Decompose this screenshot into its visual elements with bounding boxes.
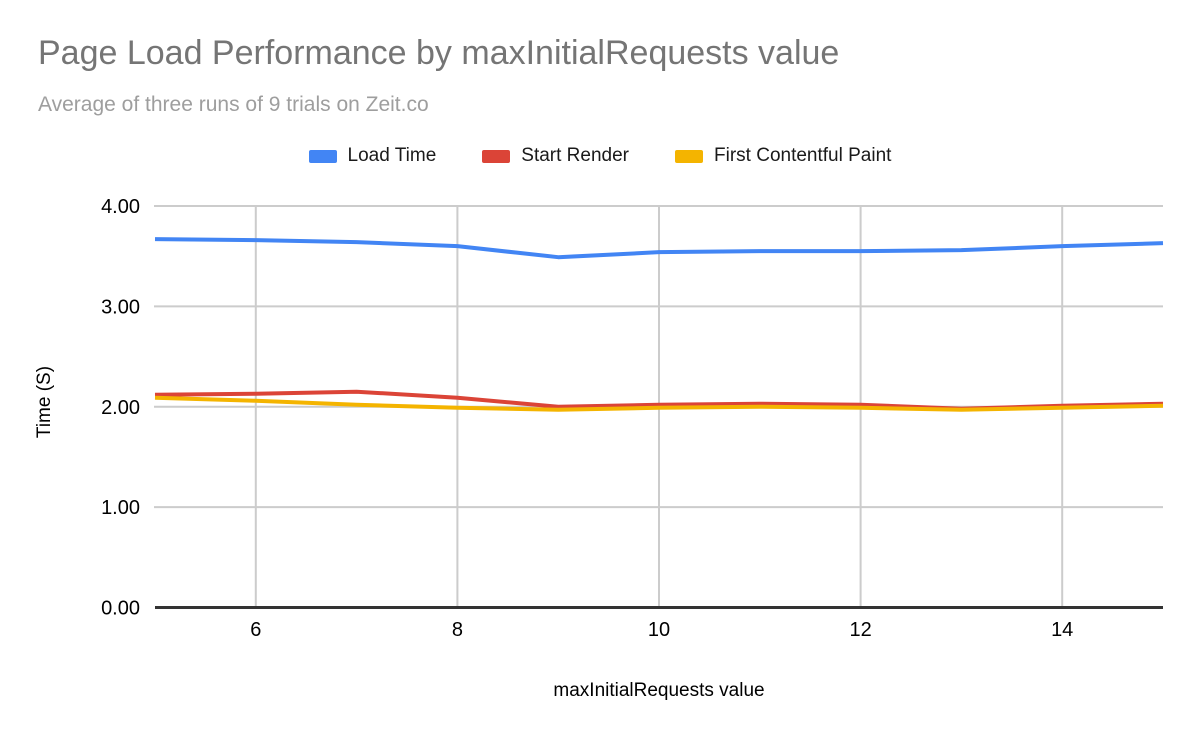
legend-label-start-render: Start Render (521, 145, 630, 166)
y-tick-label-2.00: 2.00 (101, 397, 140, 419)
y-tick-label-3.00: 3.00 (101, 296, 140, 318)
x-tick-label-10: 10 (648, 619, 670, 641)
legend-label-load-time: Load Time (347, 145, 437, 166)
legend: Load Time Start Render First Contentful … (0, 144, 1200, 168)
legend-item-load-time: Load Time (308, 144, 437, 168)
chart-subtitle: Average of three runs of 9 trials on Zei… (38, 93, 429, 116)
x-axis-title: maxInitialRequests value (553, 680, 765, 701)
legend-swatch-first-contentful-paint (675, 149, 704, 163)
legend-item-first-contentful-paint: First Contentful Paint (675, 144, 891, 168)
x-tick-label-14: 14 (1051, 619, 1073, 641)
legend-swatch-start-render (482, 149, 511, 163)
y-tick-label-0.00: 0.00 (101, 598, 140, 620)
load-time-line (154, 237, 1164, 260)
x-tick-label-6: 6 (250, 619, 261, 641)
legend-item-start-render: Start Render (482, 144, 629, 168)
legend-label-first-contentful-paint: First Contentful Paint (714, 145, 892, 166)
x-tick-label-8: 8 (452, 619, 463, 641)
x-tick-label-12: 12 (849, 619, 871, 641)
y-tick-label-1.00: 1.00 (101, 497, 140, 519)
legend-swatch-load-time (308, 149, 337, 163)
chart-title: Page Load Performance by maxInitialReque… (38, 34, 840, 72)
first-contentful-paint-line (154, 395, 1164, 412)
y-tick-label-4.00: 4.00 (101, 196, 140, 218)
